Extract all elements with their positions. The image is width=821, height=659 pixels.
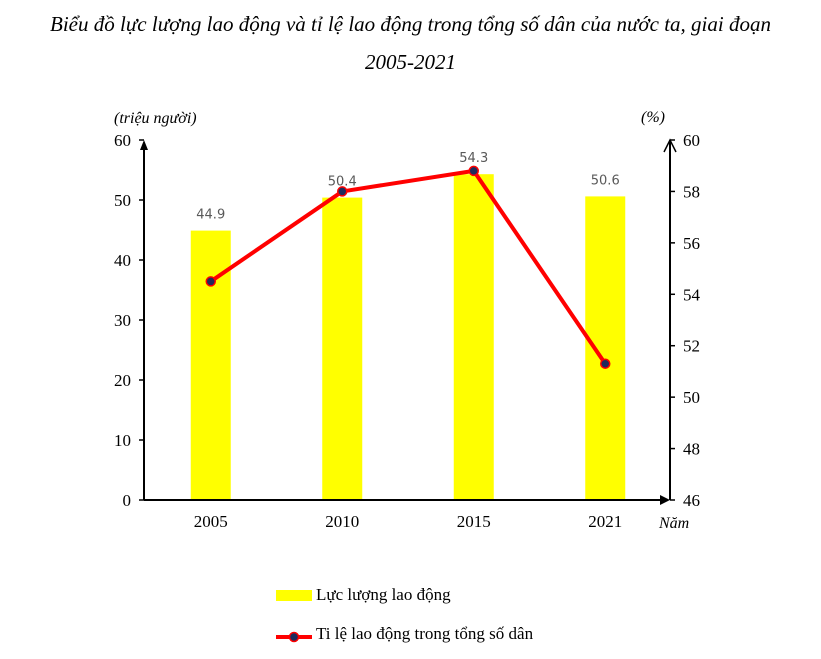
legend-item-line: Ti lệ lao động trong tổng số dân (276, 624, 533, 644)
legend-bar-label: Lực lượng lao động (316, 585, 451, 604)
legend-item-bar: Lực lượng lao động (276, 585, 451, 605)
bar-2015 (453, 174, 494, 500)
svg-text:(triệu người): (triệu người) (114, 110, 197, 127)
svg-text:40: 40 (114, 251, 131, 270)
chart-title-line2: 2005-2021 (365, 50, 456, 74)
svg-text:2015: 2015 (457, 512, 491, 531)
svg-text:54: 54 (683, 285, 701, 304)
svg-text:60: 60 (683, 131, 700, 150)
bar-value-label: 54.3 (459, 151, 488, 166)
svg-text:10: 10 (114, 431, 131, 450)
svg-text:2021: 2021 (588, 512, 622, 531)
chart-plot: 0 10 20 30 40 50 60 46 48 50 52 54 56 58 60 2005 2010 201… (114, 109, 701, 532)
svg-text:2005: 2005 (194, 512, 228, 531)
svg-text:0: 0 (123, 491, 132, 510)
line-point-2005 (205, 276, 216, 287)
svg-text:30: 30 (114, 311, 131, 330)
line-point-2010 (337, 186, 348, 197)
legend-line-swatch-icon (276, 628, 312, 643)
svg-text:60: 60 (114, 131, 131, 150)
svg-text:50: 50 (114, 191, 131, 210)
bar-2021 (585, 196, 626, 500)
svg-text:46: 46 (683, 491, 700, 510)
svg-text:20: 20 (114, 371, 131, 390)
bar-value-label: 50.6 (591, 173, 620, 188)
svg-text:50: 50 (683, 388, 700, 407)
svg-text:58: 58 (683, 182, 700, 201)
chart-title-line1: Biểu đồ lực lượng lao động và tỉ lệ lao … (50, 12, 771, 36)
data-labels: 44.9 50.4 54.3 50.6 (196, 151, 619, 222)
svg-text:(%): (%) (641, 109, 665, 126)
bar-value-label: 44.9 (196, 208, 225, 223)
bar-series (190, 174, 626, 500)
line-point-2021 (600, 358, 611, 369)
svg-text:56: 56 (683, 234, 700, 253)
bar-2005 (190, 230, 231, 500)
svg-text:Năm: Năm (658, 515, 689, 532)
svg-text:48: 48 (683, 440, 700, 459)
bar-2010 (322, 197, 363, 500)
svg-text:2010: 2010 (325, 512, 359, 531)
line-series (205, 165, 611, 369)
legend-bar-swatch-icon (276, 589, 312, 601)
bar-value-label: 50.4 (328, 175, 357, 190)
svg-text:52: 52 (683, 337, 700, 356)
legend-line-label: Ti lệ lao động trong tổng số dân (316, 624, 534, 643)
axes: 0 10 20 30 40 50 60 46 48 50 52 54 56 58 60 2005 2010 201… (114, 109, 701, 532)
line-point-2015 (468, 165, 479, 177)
